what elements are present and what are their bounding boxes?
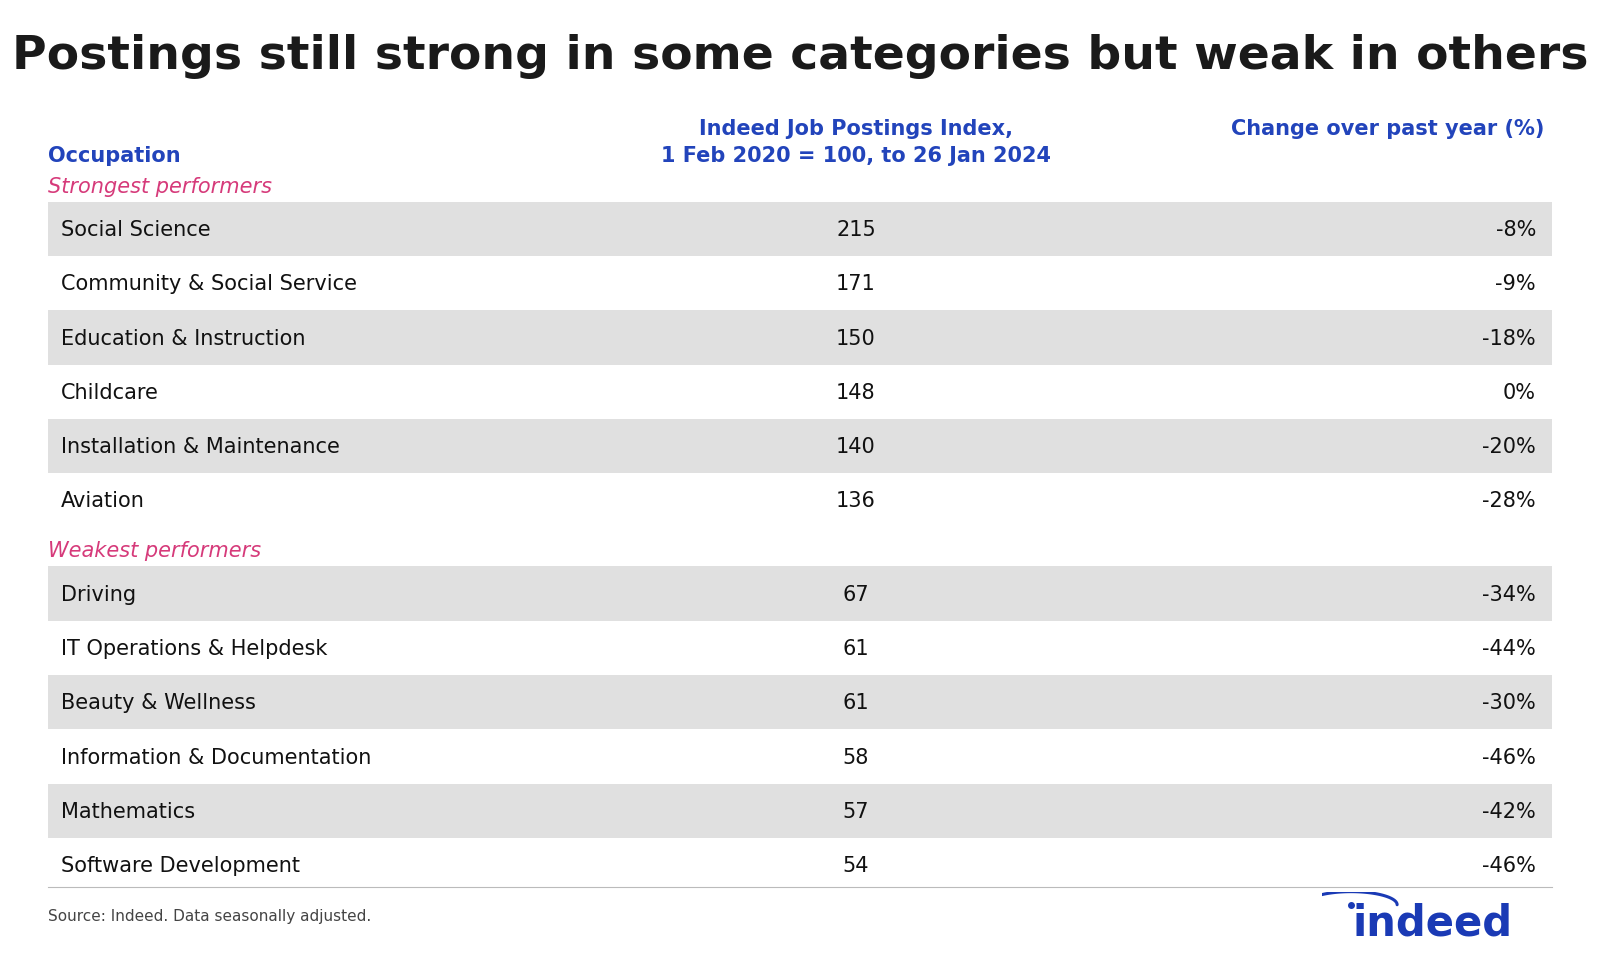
Text: Driving: Driving [61,584,136,604]
Text: Social Science: Social Science [61,220,211,239]
Text: 58: 58 [843,747,869,766]
Text: IT Operations & Helpdesk: IT Operations & Helpdesk [61,639,326,658]
Text: Beauty & Wellness: Beauty & Wellness [61,693,256,712]
Text: Postings still strong in some categories but weak in others: Postings still strong in some categories… [11,34,1589,78]
Text: -42%: -42% [1482,801,1536,821]
Text: Aviation: Aviation [61,491,144,511]
Text: 57: 57 [843,801,869,821]
Text: 140: 140 [837,437,875,456]
Text: Change over past year (%): Change over past year (%) [1230,119,1544,140]
Text: indeed: indeed [1352,901,1512,944]
Text: -46%: -46% [1482,856,1536,875]
Text: 54: 54 [843,856,869,875]
Text: -30%: -30% [1482,693,1536,712]
Text: 150: 150 [837,328,875,348]
Text: -18%: -18% [1482,328,1536,348]
Text: 61: 61 [843,693,869,712]
Text: 67: 67 [843,584,869,604]
Text: Software Development: Software Development [61,856,299,875]
Text: Mathematics: Mathematics [61,801,195,821]
Text: Strongest performers: Strongest performers [48,176,272,197]
Text: Childcare: Childcare [61,383,158,402]
Text: 61: 61 [843,639,869,658]
Text: -28%: -28% [1482,491,1536,511]
Text: -34%: -34% [1482,584,1536,604]
Text: Occupation: Occupation [48,145,181,166]
Text: Weakest performers: Weakest performers [48,541,261,561]
Text: 1 Feb 2020 = 100, to 26 Jan 2024: 1 Feb 2020 = 100, to 26 Jan 2024 [661,145,1051,166]
Text: Information & Documentation: Information & Documentation [61,747,371,766]
Text: Education & Instruction: Education & Instruction [61,328,306,348]
Text: -46%: -46% [1482,747,1536,766]
Text: 0%: 0% [1502,383,1536,402]
Text: Indeed Job Postings Index,: Indeed Job Postings Index, [699,119,1013,140]
Text: -44%: -44% [1482,639,1536,658]
Text: 215: 215 [837,220,875,239]
Text: Installation & Maintenance: Installation & Maintenance [61,437,339,456]
Text: 136: 136 [837,491,875,511]
Text: 171: 171 [837,274,875,294]
Text: -9%: -9% [1496,274,1536,294]
Text: -20%: -20% [1482,437,1536,456]
Text: -8%: -8% [1496,220,1536,239]
Text: Source: Indeed. Data seasonally adjusted.: Source: Indeed. Data seasonally adjusted… [48,908,371,923]
Text: Community & Social Service: Community & Social Service [61,274,357,294]
Text: 148: 148 [837,383,875,402]
